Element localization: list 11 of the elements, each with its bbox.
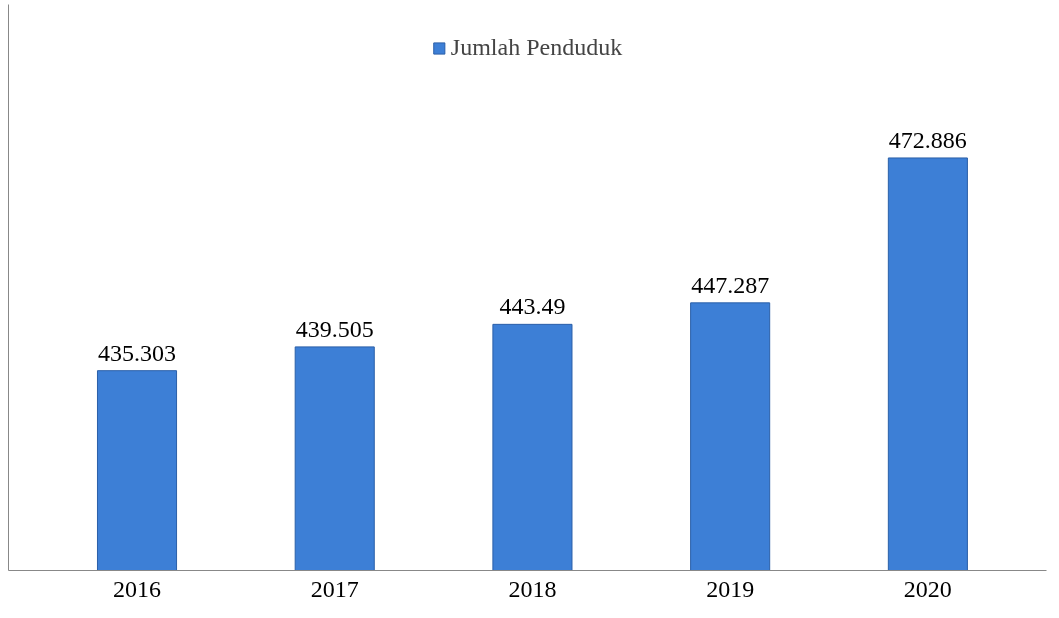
data-label: 447.287 <box>691 271 770 298</box>
data-label: 439.505 <box>295 315 374 342</box>
x-tick-label: 2018 <box>508 575 557 602</box>
x-tick-label: 2016 <box>113 575 162 602</box>
data-label: 472.886 <box>888 126 967 153</box>
x-tick-label: 2017 <box>310 575 359 602</box>
x-tick-label: 2020 <box>903 575 952 602</box>
legend-label: Jumlah Penduduk <box>450 34 623 61</box>
data-label: 435.303 <box>98 339 177 366</box>
x-tick-label: 2019 <box>706 575 755 602</box>
data-label: 443.49 <box>499 293 566 320</box>
